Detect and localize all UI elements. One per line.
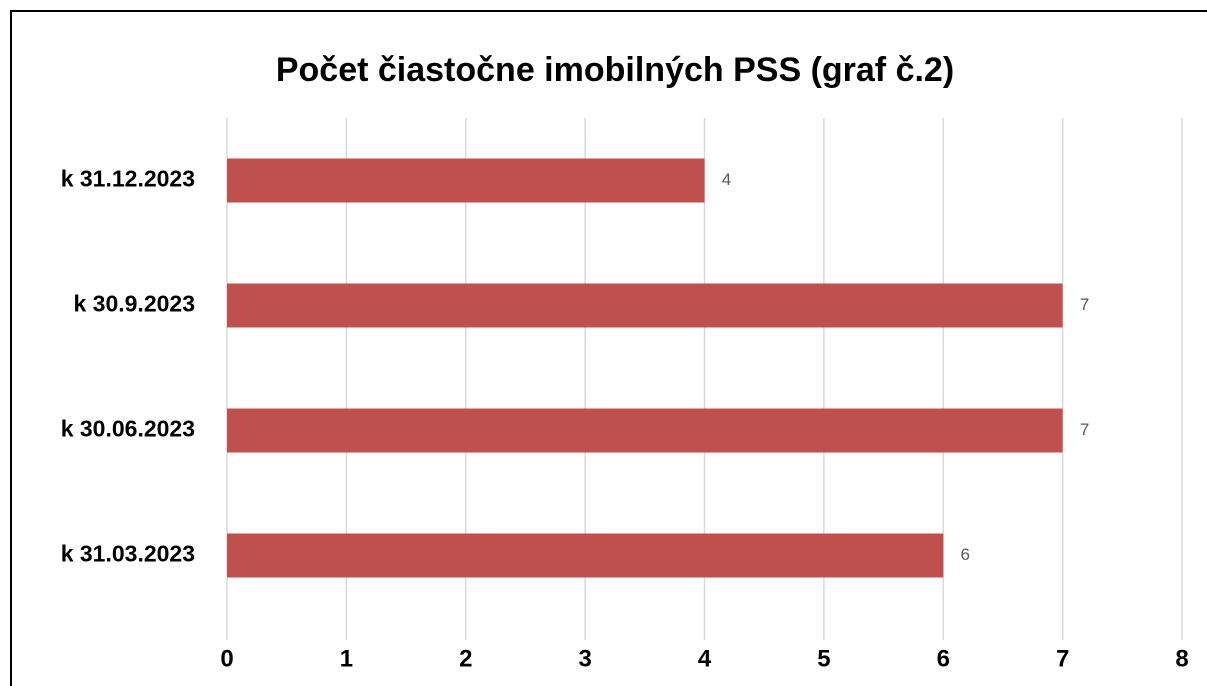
x-tick-label: 7 — [1056, 645, 1069, 672]
bar — [227, 533, 944, 578]
x-tick-label: 4 — [698, 645, 712, 672]
x-tick-label: 3 — [578, 645, 591, 672]
x-tick-label: 5 — [817, 645, 830, 672]
y-tick-label: k 31.12.2023 — [61, 166, 195, 192]
y-tick-label: k 30.06.2023 — [61, 416, 195, 442]
x-tick-label: 0 — [220, 645, 233, 672]
x-tick-label: 8 — [1175, 645, 1188, 672]
data-label: 7 — [1080, 420, 1089, 439]
chart-border — [10, 10, 1207, 686]
data-label: 7 — [1080, 295, 1089, 314]
x-tick-label: 6 — [937, 645, 950, 672]
bar — [227, 283, 1063, 328]
bar — [227, 408, 1063, 453]
bar — [227, 158, 705, 203]
chart-title: Počet čiastočne imobilných PSS (graf č.2… — [276, 51, 954, 89]
x-tick-label: 1 — [340, 645, 353, 672]
y-tick-label: k 30.9.2023 — [73, 291, 195, 317]
y-tick-label: k 31.03.2023 — [61, 541, 195, 567]
data-label: 6 — [961, 545, 970, 564]
data-label: 4 — [722, 170, 731, 189]
x-tick-label: 2 — [459, 645, 472, 672]
